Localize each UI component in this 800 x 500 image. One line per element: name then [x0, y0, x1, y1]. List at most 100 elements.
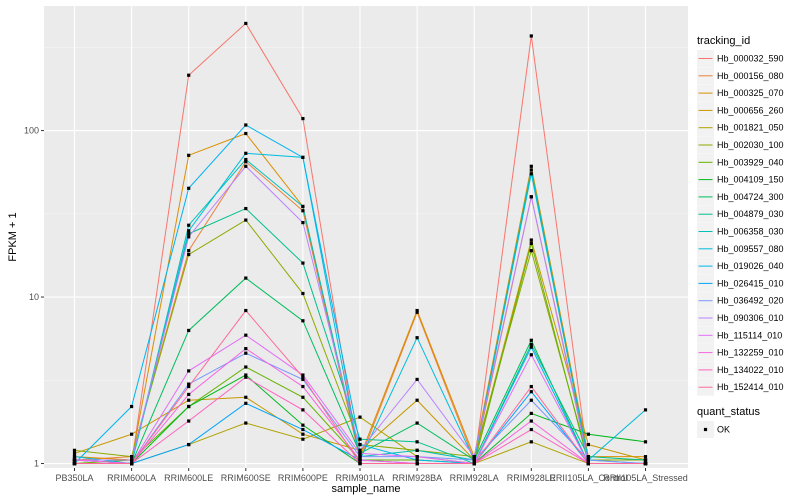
data-point	[415, 448, 419, 452]
data-point	[187, 252, 191, 257]
data-point	[643, 440, 648, 444]
data-point	[72, 455, 77, 459]
legend-title: tracking_id	[697, 35, 750, 47]
data-point	[244, 123, 248, 127]
data-point	[415, 336, 419, 340]
data-point	[529, 440, 533, 444]
data-point	[358, 451, 362, 456]
data-point	[301, 423, 305, 427]
data-point	[301, 377, 305, 382]
y-axis-title: FPKM + 1	[7, 212, 19, 261]
data-point	[244, 421, 248, 425]
data-point	[358, 437, 362, 441]
legend-label: Hb_026415_010	[717, 278, 784, 288]
legend-label: Hb_019026_040	[717, 261, 784, 271]
data-point	[529, 34, 533, 38]
x-tick-label: RRIM600PE	[278, 473, 328, 483]
legend-label: Hb_003929_040	[717, 157, 784, 167]
data-point	[244, 373, 248, 377]
data-point	[72, 451, 77, 456]
data-point	[472, 461, 476, 466]
data-point	[472, 455, 476, 459]
y-tick-label: 10	[29, 292, 39, 302]
data-point	[415, 461, 419, 466]
data-point	[72, 448, 77, 452]
data-point	[301, 427, 305, 432]
data-point	[187, 153, 191, 157]
data-point	[529, 398, 533, 402]
data-point	[301, 209, 305, 213]
data-point	[187, 223, 191, 227]
data-point	[244, 157, 248, 162]
y-tick-label: 1	[34, 459, 39, 469]
data-point	[586, 461, 590, 466]
y-tick-label: 100	[24, 126, 39, 136]
data-point	[187, 404, 191, 409]
data-point	[244, 218, 248, 222]
data-point	[244, 333, 248, 337]
legend-label: Hb_132259_010	[717, 348, 784, 358]
data-point	[358, 442, 362, 447]
data-point	[586, 458, 590, 462]
data-point	[529, 345, 533, 349]
data-point	[130, 455, 134, 459]
data-point	[187, 229, 191, 233]
data-point	[244, 164, 248, 168]
data-point	[301, 319, 305, 323]
data-point	[529, 342, 533, 346]
data-point	[187, 419, 191, 423]
data-point	[187, 392, 191, 397]
data-point	[187, 384, 191, 389]
data-point	[415, 458, 419, 462]
x-tick-label: RRII105LA_Stressed	[603, 473, 688, 483]
data-point	[187, 232, 191, 236]
data-point	[415, 310, 419, 314]
legend-label: Hb_152414_010	[717, 382, 784, 392]
shape-legend: quant_status OK	[697, 406, 760, 438]
data-point	[187, 73, 191, 77]
x-tick-label: RRIM600LA	[107, 473, 156, 483]
data-point	[244, 206, 248, 211]
data-point	[529, 241, 533, 245]
data-point	[301, 291, 305, 296]
data-point	[244, 351, 248, 355]
legend-label: Hb_000325_070	[717, 88, 784, 98]
data-point	[529, 164, 533, 168]
data-point	[130, 458, 134, 462]
data-point	[586, 455, 590, 459]
data-point	[244, 276, 248, 280]
data-point	[244, 308, 248, 313]
x-axis-ticks: PB350LA RRIM600LA RRIM600LE RRIM600SE RRIM60…	[55, 468, 688, 483]
x-tick-label: RRIM928LA	[450, 473, 499, 483]
x-tick-label: RRIM600LE	[164, 473, 213, 483]
data-point	[244, 160, 248, 164]
x-tick-label: RRIM901LA	[335, 473, 384, 483]
plot-panel	[44, 6, 688, 468]
data-point	[472, 458, 476, 462]
data-point	[244, 347, 248, 351]
data-point	[72, 461, 77, 466]
data-point	[529, 195, 533, 199]
data-point	[415, 308, 419, 313]
data-point	[72, 458, 77, 462]
data-point	[187, 382, 191, 386]
data-point	[586, 442, 590, 447]
legend-label: Hb_090306_010	[717, 313, 784, 323]
data-point	[244, 395, 248, 399]
data-point	[529, 238, 533, 242]
data-point	[130, 432, 134, 436]
data-point	[529, 419, 533, 423]
data-point	[358, 455, 362, 459]
data-point	[643, 455, 648, 459]
data-point	[301, 384, 305, 389]
data-point	[643, 458, 648, 462]
data-point	[301, 437, 305, 441]
data-point	[187, 249, 191, 253]
major-gridlines	[44, 6, 688, 468]
data-point	[301, 221, 305, 225]
data-point	[301, 116, 305, 121]
data-point	[529, 249, 533, 253]
data-point	[244, 151, 248, 155]
data-point	[130, 404, 134, 409]
